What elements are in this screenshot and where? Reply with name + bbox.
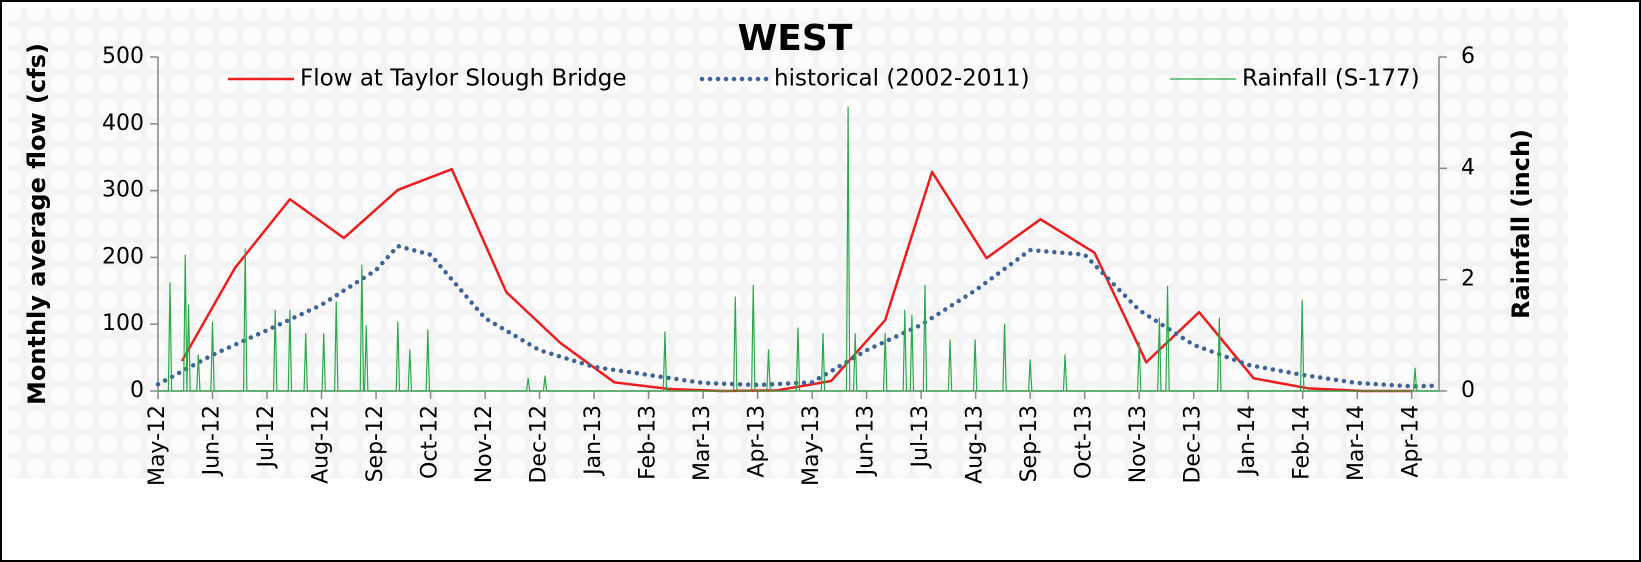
legend-label: Flow at Taylor Slough Bridge bbox=[300, 66, 627, 92]
x-tick-label: Feb-13 bbox=[636, 405, 661, 480]
x-tick-label: Aug-13 bbox=[963, 405, 988, 484]
x-tick-label: Jul-12 bbox=[254, 405, 279, 469]
x-tick-label: Apr-14 bbox=[1399, 405, 1424, 478]
x-tick-label: Sep-13 bbox=[1017, 405, 1042, 482]
x-tick-label: Oct-12 bbox=[418, 405, 443, 479]
series-line bbox=[180, 167, 1412, 393]
x-tick-label: Sep-12 bbox=[363, 405, 388, 482]
x-tick-label: Oct-13 bbox=[1072, 405, 1097, 479]
x-tick-label: May-12 bbox=[145, 405, 170, 486]
series-line bbox=[158, 106, 1439, 392]
y-tick-label: 400 bbox=[102, 111, 144, 136]
x-tick-label: Aug-12 bbox=[309, 405, 334, 484]
y-tick-label: 0 bbox=[130, 378, 144, 403]
x-tick-label: Jul-13 bbox=[908, 405, 933, 469]
legend-label: Rainfall (S-177) bbox=[1242, 66, 1420, 92]
y2-tick-label: 6 bbox=[1461, 44, 1475, 69]
x-tick-label: Apr-13 bbox=[745, 405, 770, 478]
plot-background bbox=[8, 8, 1568, 478]
chart-title: WEST bbox=[738, 18, 853, 59]
y-tick-label: 500 bbox=[102, 44, 144, 69]
x-tick-label: Jan-14 bbox=[1235, 405, 1260, 477]
x-tick-label: May-13 bbox=[799, 405, 824, 486]
x-tick-label: Feb-14 bbox=[1290, 405, 1315, 480]
y-axis-label: Monthly average flow (cfs) bbox=[23, 43, 51, 405]
y-tick-label: 300 bbox=[102, 178, 144, 203]
x-tick-label: Dec-13 bbox=[1181, 405, 1206, 484]
x-tick-label: Mar-13 bbox=[690, 405, 715, 481]
legend-label: historical (2002-2011) bbox=[774, 66, 1030, 92]
x-tick-label: Jun-12 bbox=[200, 405, 225, 477]
y-tick-label: 200 bbox=[102, 244, 144, 269]
x-tick-label: Nov-12 bbox=[472, 405, 497, 483]
y2-tick-label: 4 bbox=[1461, 155, 1475, 180]
x-tick-label: Jun-13 bbox=[854, 405, 879, 477]
x-tick-label: Mar-14 bbox=[1344, 405, 1369, 481]
x-tick-label: Jan-13 bbox=[581, 405, 606, 477]
x-tick-label: Nov-13 bbox=[1126, 405, 1151, 483]
y2-axis-label: Rainfall (inch) bbox=[1507, 129, 1535, 319]
y-tick-label: 100 bbox=[102, 311, 144, 336]
y2-tick-label: 0 bbox=[1461, 378, 1475, 403]
y2-tick-label: 2 bbox=[1461, 267, 1475, 292]
x-tick-label: Dec-12 bbox=[527, 405, 552, 484]
